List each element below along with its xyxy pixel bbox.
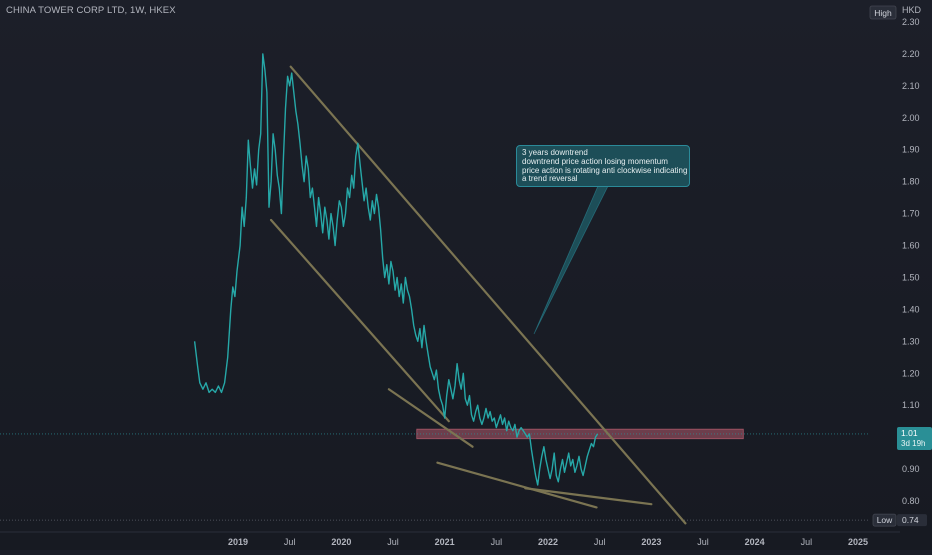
time-axis-tick-label: 2022: [538, 537, 558, 547]
price-axis-tick-label: 2.00: [902, 113, 920, 123]
last-price-value: 1.01: [901, 428, 918, 438]
annotation-callout[interactable]: 3 years downtrend downtrend price action…: [516, 145, 690, 187]
trendline[interactable]: [524, 487, 653, 506]
price-axis[interactable]: 0.800.901.001.101.201.301.401.501.601.70…: [902, 5, 922, 506]
price-axis-tick-label: 0.90: [902, 464, 920, 474]
symbol-title[interactable]: CHINA TOWER CORP LTD, 1W, HKEX: [6, 5, 176, 16]
low-tag: [872, 513, 897, 527]
currency-label: HKD: [902, 5, 922, 15]
annotation-line: a trend reversal: [522, 174, 578, 184]
time-axis-tick-label: Jul: [801, 537, 813, 547]
callout-pointer-layer: [533, 185, 609, 335]
trendline[interactable]: [269, 218, 450, 423]
annotation-line: downtrend price action losing momentum: [522, 156, 668, 166]
price-series-line[interactable]: [193, 53, 599, 486]
low-value: 0.74: [902, 515, 919, 525]
time-axis-tick-label: 2023: [641, 537, 661, 547]
low-value-tag: [897, 514, 927, 527]
trendline[interactable]: [436, 461, 598, 509]
price-axis-tick-label: 2.30: [902, 17, 920, 27]
resistance-zone-layer: [0, 428, 870, 521]
price-axis-tick-label: 1.30: [902, 336, 920, 346]
high-tag: [869, 5, 897, 20]
time-axis-tick-label: 2024: [745, 537, 765, 547]
price-axis-tick-label: 1.50: [902, 272, 920, 282]
last-price-tag: [897, 426, 932, 450]
resistance-zone[interactable]: [416, 428, 744, 440]
annotation-line: price action is rotating anti clockwise …: [522, 165, 688, 175]
price-axis-tick-label: 2.20: [902, 49, 920, 59]
price-axis-tick-label: 2.10: [902, 81, 920, 91]
price-axis-tick-label: 0.80: [902, 496, 920, 506]
price-series-layer: [193, 53, 599, 486]
price-axis-tick-label: 1.10: [902, 400, 920, 410]
time-axis-tick-label: Jul: [387, 537, 399, 547]
time-axis-tick-label: 2025: [848, 537, 868, 547]
time-axis-tick-label: 2019: [228, 537, 248, 547]
last-price-countdown: 3d 19h: [901, 439, 925, 448]
high-tag-label: High: [874, 8, 892, 18]
trendline-layer: [269, 65, 687, 525]
time-axis-tick-label: Jul: [594, 537, 606, 547]
low-tag-label: Low: [877, 515, 893, 525]
trendline[interactable]: [289, 65, 687, 525]
callout-pointer: [533, 185, 609, 335]
annotation-line: 3 years downtrend: [522, 148, 588, 157]
time-axis-tick-label: Jul: [697, 537, 709, 547]
time-axis-tick-label: Jul: [284, 537, 296, 547]
time-axis-tick-label: 2020: [331, 537, 351, 547]
time-axis-tick-label: Jul: [491, 537, 503, 547]
price-axis-tick-label: 1.90: [902, 145, 920, 155]
price-axis-tick-label: 1.40: [902, 304, 920, 314]
time-axis-tick-label: 2021: [435, 537, 455, 547]
price-axis-tick-label: 1.20: [902, 368, 920, 378]
price-axis-tick-label: 1.60: [902, 241, 920, 251]
price-axis-tick-label: 1.70: [902, 209, 920, 219]
time-axis[interactable]: 2019 Jul 2020 Jul 2021 Jul 2022 Jul 2023 Jul 2024 J…: [0, 531, 900, 547]
price-axis-tick-label: 1.80: [902, 177, 920, 187]
trendline[interactable]: [387, 388, 474, 448]
